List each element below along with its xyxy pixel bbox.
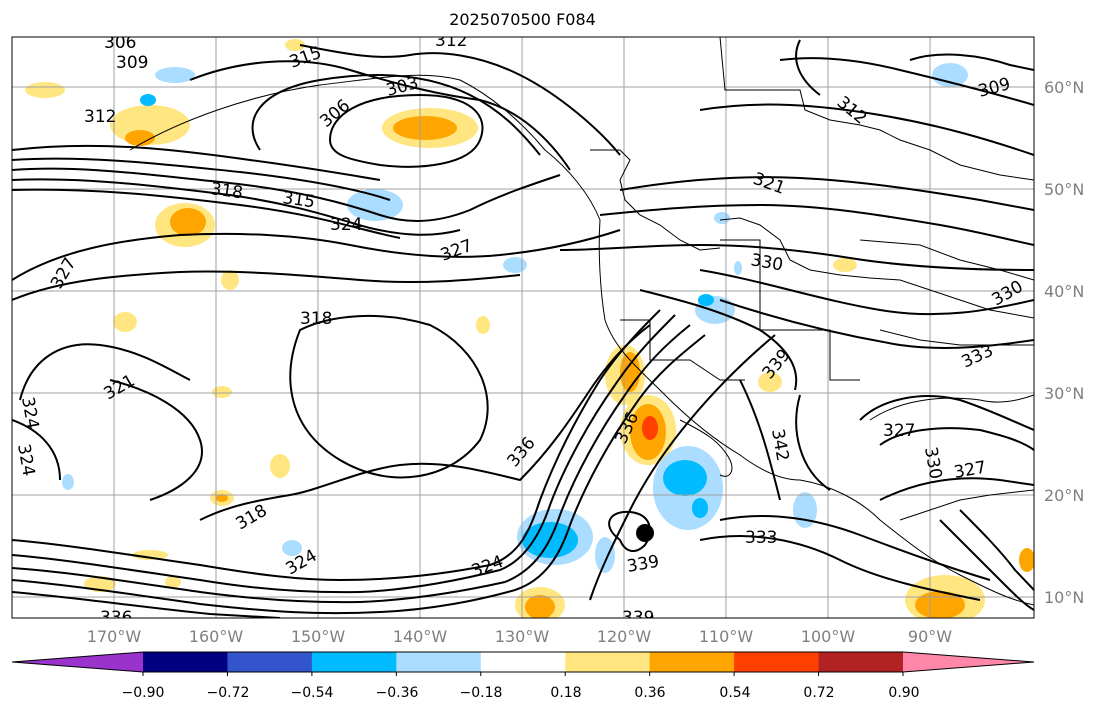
lon-tick-label: 160°W	[189, 627, 244, 646]
contour-label: 327	[883, 421, 915, 441]
lat-tick-labels: 60°N 50°N 40°N 30°N 20°N 10°N	[1044, 78, 1084, 607]
colorbar-segment	[649, 652, 735, 672]
colorbar-segment	[480, 652, 566, 672]
colorbar-tick-label: −0.18	[460, 685, 503, 701]
height-contours	[12, 39, 1034, 618]
colorbar-segment	[734, 652, 820, 672]
contour-labels: 306 309 315 312 303 306 309 312 312 318 …	[13, 31, 1027, 628]
negative-shading	[62, 63, 968, 573]
contour-label: 318	[300, 309, 332, 329]
colorbar-tick-label: 0.18	[550, 685, 581, 701]
colorbar-tick-label: 0.36	[634, 685, 665, 701]
lon-tick-label: 100°W	[801, 627, 856, 646]
positive-shading	[25, 39, 1034, 618]
contour-label: 339	[622, 608, 654, 628]
map-frame	[11, 36, 1035, 619]
colorbar-tick-labels: −0.90 −0.72 −0.54 −0.36 −0.18 0.18 0.36 …	[122, 685, 920, 701]
colorbar-tick-label: −0.54	[291, 685, 334, 701]
contour-label: 318	[209, 179, 244, 203]
contour-label: 312	[84, 107, 116, 127]
colorbar-tick-label: −0.72	[207, 685, 250, 701]
colorbar-tick-label: 0.90	[888, 685, 919, 701]
lon-tick-label: 130°W	[495, 627, 550, 646]
coastlines	[129, 37, 1034, 606]
contour-label: 309	[116, 53, 148, 73]
lat-tick-label: 10°N	[1044, 588, 1084, 607]
colorbar-segment	[396, 652, 482, 672]
colorbar-tick-label: 0.72	[803, 685, 834, 701]
lon-tick-label: 120°W	[597, 627, 652, 646]
lat-tick-label: 30°N	[1044, 384, 1084, 403]
colorbar	[11, 651, 1035, 676]
lon-tick-label: 150°W	[291, 627, 346, 646]
lat-tick-label: 60°N	[1044, 78, 1084, 97]
contour-label: 336	[100, 608, 132, 628]
contour-label: 324	[330, 215, 362, 235]
colorbar-tick-label: 0.54	[719, 685, 750, 701]
lat-tick-label: 20°N	[1044, 486, 1084, 505]
colorbar-segment	[565, 652, 651, 672]
map-title: 2025070500 F084	[449, 10, 596, 29]
lat-tick-label: 50°N	[1044, 180, 1084, 199]
map-content: 306 309 315 312 303 306 309 312 312 318 …	[12, 31, 1034, 628]
colorbar-extend-high	[903, 652, 1034, 672]
contour-label: 315	[281, 188, 316, 212]
lon-tick-label: 140°W	[393, 627, 448, 646]
contour-label: 333	[745, 528, 777, 548]
lat-tick-label: 40°N	[1044, 282, 1084, 301]
colorbar-segment	[227, 652, 313, 672]
colorbar-segment	[818, 652, 904, 672]
colorbar-segment	[311, 652, 397, 672]
colorbar-tick-label: −0.90	[122, 685, 165, 701]
colorbar-tick-label: −0.36	[376, 685, 419, 701]
lon-tick-label: 110°W	[699, 627, 754, 646]
colorbar-extend-low	[12, 652, 143, 672]
contour-label: 312	[435, 31, 467, 51]
colorbar-segment	[143, 652, 228, 672]
lon-tick-labels: 170°W 160°W 150°W 140°W 130°W 120°W 110°…	[87, 627, 952, 646]
contour-label: 306	[104, 33, 136, 53]
lon-tick-label: 90°W	[908, 627, 952, 646]
lon-tick-label: 170°W	[87, 627, 142, 646]
low-center-marker	[636, 524, 654, 542]
